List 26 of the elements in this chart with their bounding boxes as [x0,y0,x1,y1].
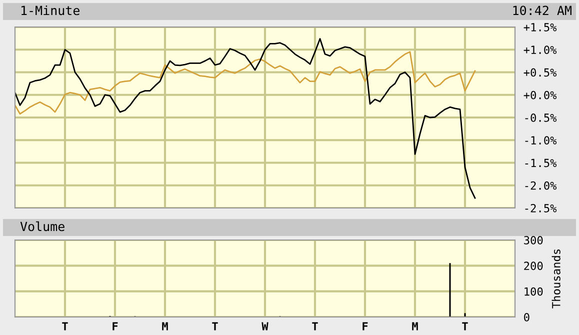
x-tick-label: M [412,322,418,330]
x-tick-label: F [362,322,368,330]
y-tick-label: -1.0% [525,136,557,145]
x-tick-label: F [112,322,118,330]
text: 10:42 AM [513,6,572,16]
x-tick-label: T [212,322,218,330]
y-tick-label: -1.5% [525,158,557,168]
chart-title: Volume [20,221,64,232]
y-tick-label: -2.0% [525,181,557,190]
y-tick-label: -0.5% [525,114,557,122]
x-tick-label: W [262,322,268,330]
chart-title: 1-Minute [22,5,80,16]
y-tick-label: 300 [524,236,543,244]
y-tick-label: 200 [524,262,543,270]
y-tick-label: +0.0% [524,90,557,100]
y-tick-label: -2.5% [525,204,557,212]
x-tick-label: T [312,322,318,330]
y-tick-label: 0 [524,313,530,322]
y-tick-label: +1.5% [524,23,557,32]
x-tick-label: T [62,322,68,330]
x-tick-label: M [162,322,168,330]
y-tick-label: +1.0% [524,46,557,54]
y-axis-title: Thousands [552,249,560,308]
y-tick-label: 100 [524,287,543,296]
y-tick-label: +0.5% [524,68,557,77]
x-tick-label: T [462,322,468,330]
